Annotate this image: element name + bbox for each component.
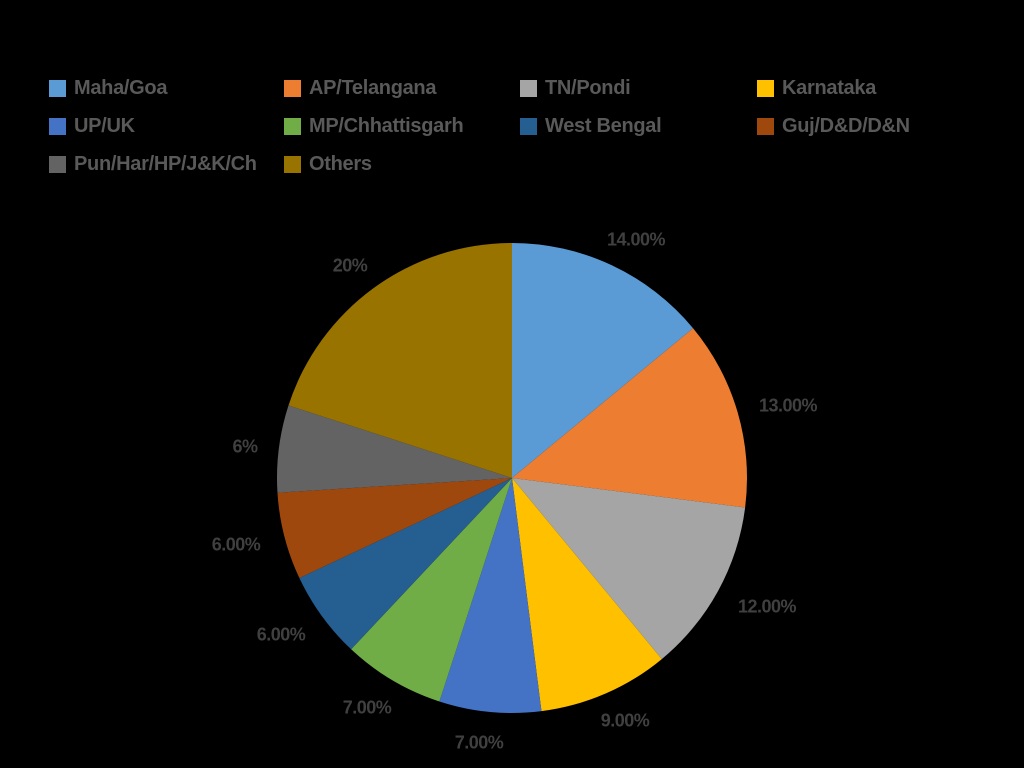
legend-item-maha-goa: Maha/Goa bbox=[49, 76, 167, 100]
legend-item-tn-pondi: TN/Pondi bbox=[520, 76, 631, 100]
data-label-maha-goa: 14.00% bbox=[606, 229, 666, 250]
chart-legend: Maha/Goa AP/Telangana TN/Pondi Karnataka… bbox=[0, 0, 1024, 190]
data-label-mp-chhattisgarh: 7.00% bbox=[342, 697, 392, 718]
legend-swatch bbox=[757, 117, 774, 135]
legend-label: TN/Pondi bbox=[545, 76, 631, 99]
legend-swatch bbox=[49, 155, 66, 173]
legend-swatch bbox=[757, 79, 774, 97]
legend-label: UP/UK bbox=[74, 114, 135, 137]
legend-item-others: Others bbox=[284, 152, 372, 176]
legend-label: Pun/Har/HP/J&K/Ch bbox=[74, 152, 257, 175]
pie-slice-others bbox=[288, 243, 512, 478]
legend-item-up-uk: UP/UK bbox=[49, 114, 135, 138]
data-label-ap-telangana: 13.00% bbox=[758, 395, 818, 416]
legend-label: Karnataka bbox=[782, 76, 877, 99]
pie-slice-mp-chhattisgarh bbox=[351, 478, 512, 702]
pie-slice-tn-pondi bbox=[512, 478, 746, 660]
pie-slice-up-uk bbox=[439, 478, 542, 713]
legend-swatch bbox=[284, 155, 301, 173]
legend-swatch bbox=[284, 79, 301, 97]
data-label-others: 20% bbox=[332, 255, 368, 276]
legend-label: MP/Chhattisgarh bbox=[309, 114, 464, 137]
data-label-pun-har: 6% bbox=[232, 436, 258, 457]
legend-swatch bbox=[49, 117, 66, 135]
legend-swatch bbox=[520, 79, 537, 97]
pie-slice-pun-har-hp-j-k-ch bbox=[276, 405, 512, 493]
pie-slice-guj-d-d-d-n bbox=[277, 478, 512, 579]
pie-slice-karnataka bbox=[512, 478, 662, 712]
legend-item-ap-telangana: AP/Telangana bbox=[284, 76, 436, 100]
legend-swatch bbox=[520, 117, 537, 135]
legend-item-pun-har: Pun/Har/HP/J&K/Ch bbox=[49, 152, 257, 176]
legend-swatch bbox=[49, 79, 66, 97]
data-label-karnataka: 9.00% bbox=[600, 710, 650, 731]
legend-item-karnataka: Karnataka bbox=[757, 76, 876, 100]
legend-item-mp-chhattisgarh: MP/Chhattisgarh bbox=[284, 114, 464, 138]
legend-item-west-bengal: West Bengal bbox=[520, 114, 662, 138]
data-label-guj-dd-dn: 6.00% bbox=[211, 534, 261, 555]
legend-label: AP/Telangana bbox=[309, 76, 437, 99]
legend-label: Others bbox=[309, 152, 372, 175]
data-label-west-bengal: 6.00% bbox=[256, 624, 306, 645]
legend-label: Maha/Goa bbox=[74, 76, 168, 99]
data-label-up-uk: 7.00% bbox=[454, 732, 504, 753]
legend-label: West Bengal bbox=[545, 114, 662, 137]
data-label-tn-pondi: 12.00% bbox=[737, 596, 797, 617]
legend-item-guj-dd-dn: Guj/D&D/D&N bbox=[757, 114, 910, 138]
pie-slices bbox=[276, 243, 748, 713]
pie-slice-west-bengal bbox=[299, 478, 512, 650]
pie-slice-ap-telangana bbox=[512, 328, 748, 508]
legend-label: Guj/D&D/D&N bbox=[782, 114, 910, 137]
pie-slice-maha-goa bbox=[512, 243, 694, 478]
legend-swatch bbox=[284, 117, 301, 135]
